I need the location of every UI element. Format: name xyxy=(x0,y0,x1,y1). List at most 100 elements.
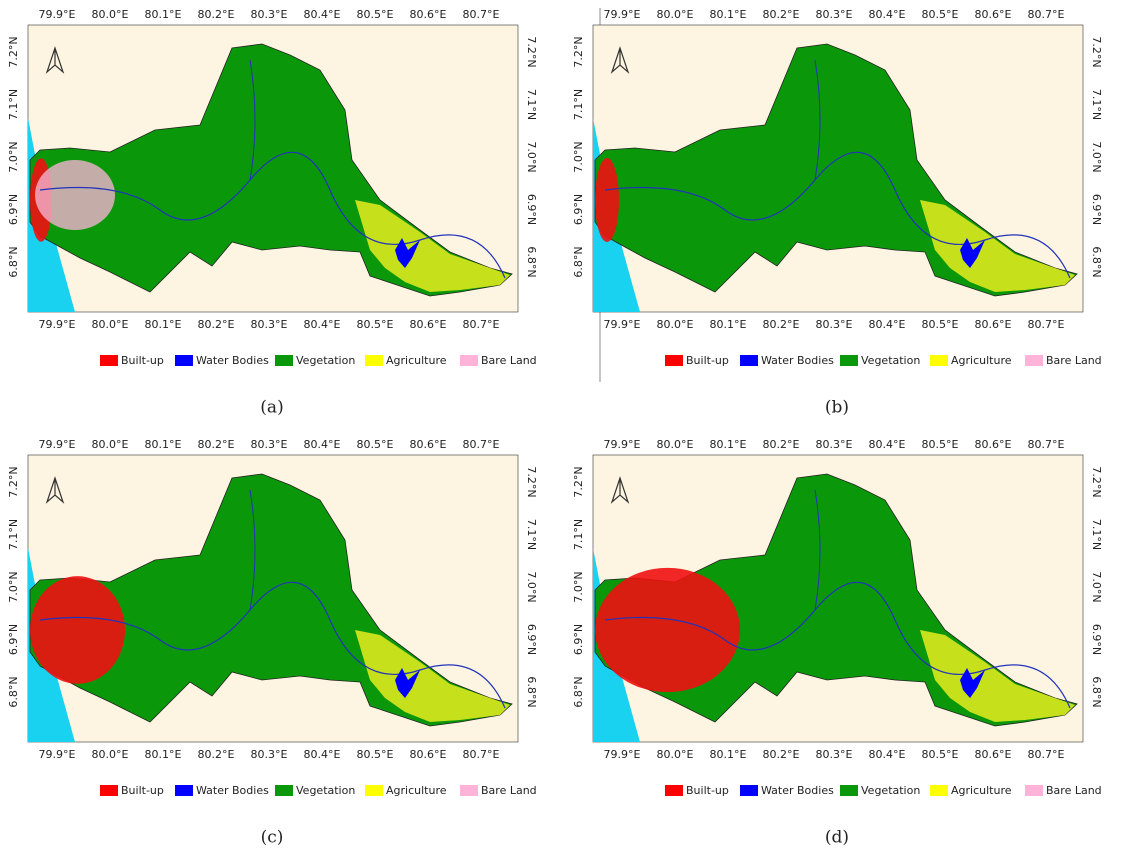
lon-tick-label: 80.4°E xyxy=(869,318,906,331)
lon-tick-label: 80.0°E xyxy=(657,318,694,331)
lat-tick-label: 6.8°N xyxy=(525,676,538,707)
lon-tick-label: 80.7°E xyxy=(1028,748,1065,761)
lon-tick-label: 80.3°E xyxy=(251,318,288,331)
lat-tick-label: 6.9°N xyxy=(572,194,585,225)
lat-tick-label: 6.8°N xyxy=(1090,246,1103,277)
lon-tick-label: 80.4°E xyxy=(869,748,906,761)
lon-tick-label: 80.1°E xyxy=(145,8,182,21)
lon-tick-label: 80.3°E xyxy=(816,748,853,761)
legend-label: Bare Land xyxy=(481,354,537,367)
lon-tick-label: 79.9°E xyxy=(39,318,76,331)
lon-tick-label: 80.5°E xyxy=(922,8,959,21)
lat-tick-label: 7.1°N xyxy=(525,89,538,120)
panel-label: (c) xyxy=(261,828,284,848)
legend-swatch xyxy=(175,785,193,796)
panel-label: (a) xyxy=(260,398,283,418)
lon-tick-label: 80.1°E xyxy=(145,318,182,331)
lon-tick-label: 80.1°E xyxy=(145,748,182,761)
river xyxy=(814,489,821,611)
built-up-zone xyxy=(595,567,740,693)
lon-tick-label: 79.9°E xyxy=(604,318,641,331)
lon-tick-label: 80.7°E xyxy=(463,438,500,451)
lat-tick-label: 7.0°N xyxy=(525,571,538,602)
lon-tick-label: 80.1°E xyxy=(710,8,747,21)
lon-tick-label: 80.5°E xyxy=(357,748,394,761)
lon-tick-label: 80.5°E xyxy=(357,318,394,331)
lon-tick-label: 80.2°E xyxy=(198,318,235,331)
lon-tick-label: 80.6°E xyxy=(410,748,447,761)
lon-tick-label: 80.3°E xyxy=(816,438,853,451)
lon-tick-label: 80.6°E xyxy=(975,438,1012,451)
lon-tick-label: 80.4°E xyxy=(304,8,341,21)
lat-tick-label: 7.0°N xyxy=(7,571,20,602)
reservoir xyxy=(960,668,985,698)
lon-tick-label: 80.0°E xyxy=(92,438,129,451)
lon-tick-label: 80.7°E xyxy=(1028,318,1065,331)
lon-tick-label: 80.3°E xyxy=(816,318,853,331)
lon-tick-label: 80.6°E xyxy=(410,8,447,21)
legend-swatch xyxy=(740,355,758,366)
lon-tick-label: 80.7°E xyxy=(1028,438,1065,451)
lon-tick-label: 80.0°E xyxy=(657,748,694,761)
lat-tick-label: 7.1°N xyxy=(1090,519,1103,550)
lat-tick-label: 6.8°N xyxy=(1090,676,1103,707)
lat-tick-label: 6.9°N xyxy=(525,194,538,225)
lon-tick-label: 80.4°E xyxy=(869,8,906,21)
legend-label: Built-up xyxy=(686,784,729,797)
lat-tick-label: 7.2°N xyxy=(7,466,20,497)
sea xyxy=(593,118,640,312)
lon-tick-label: 80.1°E xyxy=(145,438,182,451)
lat-tick-label: 7.1°N xyxy=(7,519,20,550)
legend-swatch xyxy=(840,785,858,796)
legend-label: Water Bodies xyxy=(761,354,834,367)
sea xyxy=(28,548,75,742)
lon-tick-label: 80.4°E xyxy=(304,318,341,331)
lon-tick-label: 80.7°E xyxy=(463,318,500,331)
lon-tick-label: 80.0°E xyxy=(657,438,694,451)
lon-tick-label: 80.1°E xyxy=(710,748,747,761)
legend-swatch xyxy=(175,355,193,366)
legend-label: Vegetation xyxy=(861,354,920,367)
legend-label: Vegetation xyxy=(296,784,355,797)
lon-tick-label: 80.4°E xyxy=(869,438,906,451)
lat-tick-label: 6.8°N xyxy=(7,676,20,707)
lat-tick-label: 7.0°N xyxy=(1090,141,1103,172)
lon-tick-label: 80.5°E xyxy=(357,8,394,21)
lon-tick-label: 80.2°E xyxy=(763,318,800,331)
map-panel: 79.9°E 79.9°E 80.0°E 80.0°E 80.1°E 80.1°E 80.2… xyxy=(7,8,538,418)
agriculture-zone xyxy=(355,200,510,292)
map-panel: 79.9°E 79.9°E 80.0°E 80.0°E 80.1°E 80.1°E 80.2… xyxy=(572,438,1103,848)
legend-label: Water Bodies xyxy=(196,784,269,797)
panel-label: (d) xyxy=(825,828,849,848)
lat-tick-label: 6.9°N xyxy=(7,624,20,655)
legend-swatch xyxy=(1025,355,1043,366)
legend-swatch xyxy=(665,355,683,366)
lon-tick-label: 80.2°E xyxy=(763,438,800,451)
lat-tick-label: 6.8°N xyxy=(7,246,20,277)
lon-tick-label: 80.7°E xyxy=(463,8,500,21)
legend-swatch xyxy=(100,785,118,796)
legend-label: Vegetation xyxy=(296,354,355,367)
lat-tick-label: 7.2°N xyxy=(1090,466,1103,497)
river xyxy=(249,59,256,181)
river xyxy=(604,581,1071,709)
legend-label: Bare Land xyxy=(481,784,537,797)
lon-tick-label: 80.6°E xyxy=(410,318,447,331)
lon-tick-label: 79.9°E xyxy=(39,748,76,761)
bare-land-zone xyxy=(35,160,115,230)
lat-tick-label: 7.0°N xyxy=(572,141,585,172)
lat-tick-label: 7.1°N xyxy=(572,89,585,120)
built-up-zone xyxy=(595,158,619,242)
lat-tick-label: 7.1°N xyxy=(525,519,538,550)
sea xyxy=(28,118,75,312)
lon-tick-label: 79.9°E xyxy=(604,8,641,21)
lon-tick-label: 80.0°E xyxy=(92,748,129,761)
north-arrow xyxy=(45,46,65,74)
north-arrow xyxy=(45,476,65,504)
lon-tick-label: 80.2°E xyxy=(763,8,800,21)
legend-swatch xyxy=(740,785,758,796)
river xyxy=(39,151,506,279)
lat-tick-label: 7.0°N xyxy=(525,141,538,172)
legend-swatch xyxy=(665,785,683,796)
